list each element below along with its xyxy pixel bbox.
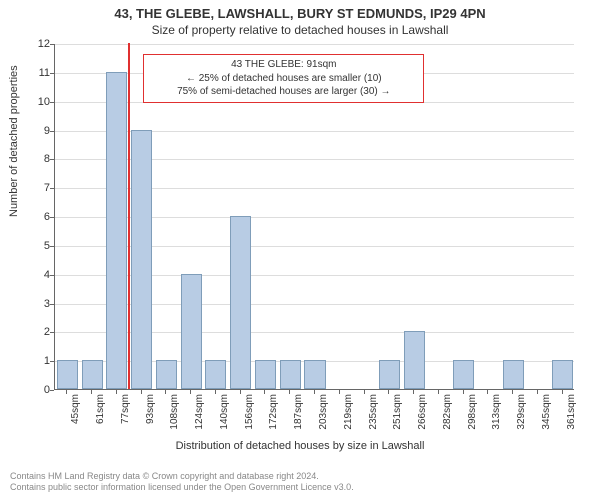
highlight-line: [128, 43, 130, 389]
footer-attribution: Contains HM Land Registry data © Crown c…: [10, 471, 354, 494]
x-tick-mark: [215, 390, 216, 394]
bar: [106, 72, 127, 389]
annotation-line: 43 THE GLEBE: 91sqm: [150, 58, 417, 72]
x-tick-mark: [537, 390, 538, 394]
bar: [255, 360, 276, 389]
x-axis-label: Distribution of detached houses by size …: [0, 440, 600, 452]
x-tick-mark: [364, 390, 365, 394]
x-tick-mark: [240, 390, 241, 394]
bar: [131, 130, 152, 390]
bar: [379, 360, 400, 389]
x-tick-mark: [438, 390, 439, 394]
x-tick-label: 345sqm: [541, 394, 552, 430]
annotation-box: 43 THE GLEBE: 91sqm← 25% of detached hou…: [143, 54, 424, 103]
x-tick-label: 156sqm: [244, 394, 255, 430]
x-tick-label: 361sqm: [566, 394, 577, 430]
x-tick-label: 282sqm: [442, 394, 453, 430]
bar: [156, 360, 177, 389]
chart-plot-area: 43 THE GLEBE: 91sqm← 25% of detached hou…: [54, 44, 574, 390]
x-tick-mark: [190, 390, 191, 394]
x-tick-label: 298sqm: [467, 394, 478, 430]
bar: [503, 360, 524, 389]
x-tick-mark: [165, 390, 166, 394]
x-tick-mark: [314, 390, 315, 394]
x-tick-label: 77sqm: [120, 394, 131, 424]
x-tick-label: 172sqm: [268, 394, 279, 430]
x-axis-ticks: 45sqm 61sqm 77sqm 93sqm 108sqm 124sqm 140sqm 15…: [54, 390, 574, 446]
x-tick-label: 187sqm: [293, 394, 304, 430]
footer-line2: Contains public sector information licen…: [10, 482, 354, 494]
x-tick-mark: [413, 390, 414, 394]
x-tick-label: 140sqm: [219, 394, 230, 430]
y-axis-ticks: 0123456789101112: [0, 44, 54, 390]
x-tick-mark: [339, 390, 340, 394]
bar: [404, 331, 425, 389]
y-tick-label: 10: [38, 96, 50, 108]
x-tick-label: 251sqm: [392, 394, 403, 430]
annotation-line: 75% of semi-detached houses are larger (…: [150, 85, 417, 99]
x-tick-label: 203sqm: [318, 394, 329, 430]
x-tick-label: 124sqm: [194, 394, 205, 430]
x-tick-label: 219sqm: [343, 394, 354, 430]
x-tick-mark: [463, 390, 464, 394]
x-tick-label: 93sqm: [145, 394, 156, 424]
bar: [57, 360, 78, 389]
title-sub: Size of property relative to detached ho…: [0, 21, 600, 37]
x-tick-label: 108sqm: [169, 394, 180, 430]
x-tick-mark: [388, 390, 389, 394]
gridline: [55, 44, 574, 45]
bar: [552, 360, 573, 389]
x-tick-mark: [141, 390, 142, 394]
x-tick-mark: [116, 390, 117, 394]
bar: [453, 360, 474, 389]
bar: [304, 360, 325, 389]
x-tick-mark: [562, 390, 563, 394]
x-tick-label: 45sqm: [70, 394, 81, 424]
x-tick-label: 329sqm: [516, 394, 527, 430]
bar: [82, 360, 103, 389]
x-tick-mark: [487, 390, 488, 394]
x-tick-label: 61sqm: [95, 394, 106, 424]
x-tick-label: 235sqm: [368, 394, 379, 430]
footer-line1: Contains HM Land Registry data © Crown c…: [10, 471, 354, 483]
chart-container: 43, THE GLEBE, LAWSHALL, BURY ST EDMUNDS…: [0, 0, 600, 500]
x-tick-label: 266sqm: [417, 394, 428, 430]
x-tick-mark: [289, 390, 290, 394]
bar: [181, 274, 202, 389]
x-tick-mark: [91, 390, 92, 394]
bar: [280, 360, 301, 389]
x-tick-mark: [512, 390, 513, 394]
bar: [205, 360, 226, 389]
x-tick-mark: [66, 390, 67, 394]
annotation-line: ← 25% of detached houses are smaller (10…: [150, 72, 417, 86]
x-tick-mark: [264, 390, 265, 394]
bar: [230, 216, 251, 389]
y-tick-label: 12: [38, 38, 50, 50]
y-tick-label: 11: [39, 67, 50, 79]
x-tick-label: 313sqm: [491, 394, 502, 430]
title-main: 43, THE GLEBE, LAWSHALL, BURY ST EDMUNDS…: [0, 0, 600, 21]
